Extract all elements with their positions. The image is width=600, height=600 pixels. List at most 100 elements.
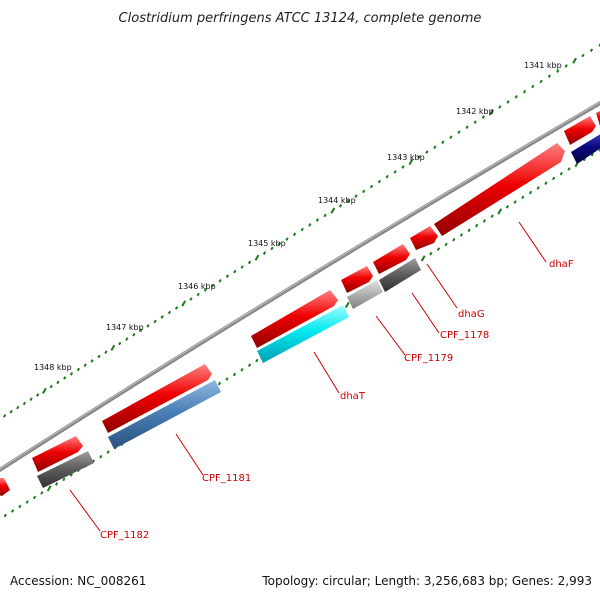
minor-tick <box>32 495 37 500</box>
cds-feature[interactable] <box>32 436 83 472</box>
minor-tick <box>62 477 66 482</box>
minor-tick <box>132 332 136 337</box>
minor-tick <box>589 48 594 52</box>
minor-tick <box>475 223 479 228</box>
minor-tick <box>9 409 13 414</box>
minor-tick <box>153 319 157 324</box>
genome-backbone-highlight <box>0 101 600 470</box>
accession-text: Accession: NC_008261 <box>10 574 147 588</box>
minor-tick <box>69 372 74 376</box>
cds-feature[interactable] <box>596 109 600 126</box>
minor-tick <box>218 279 222 283</box>
cds-feature[interactable] <box>341 266 373 293</box>
minor-tick <box>104 350 108 354</box>
gene-label-dhaG[interactable]: dhaG <box>458 309 485 320</box>
cds-feature[interactable] <box>434 143 565 236</box>
gene-box-cpf1178[interactable] <box>379 258 421 292</box>
minor-tick <box>556 69 560 73</box>
gene-label-dhaT[interactable]: dhaT <box>340 391 366 402</box>
cds-feature[interactable] <box>0 478 10 496</box>
minor-tick <box>18 504 22 509</box>
minor-tick <box>255 358 259 363</box>
minor-tick <box>217 381 222 386</box>
major-tick <box>408 158 414 166</box>
gene-label-cpf1181[interactable]: CPF_1181 <box>202 473 251 484</box>
outer-scale-ticks <box>2 43 600 418</box>
minor-tick <box>473 120 477 124</box>
minor-tick <box>551 176 556 181</box>
minor-tick <box>506 100 510 104</box>
minor-tick <box>581 53 585 58</box>
gene-box-dhaT[interactable] <box>257 305 349 363</box>
genome-backbone <box>0 100 600 473</box>
minor-tick <box>225 377 229 381</box>
minor-tick <box>203 288 208 292</box>
minor-tick <box>449 135 453 139</box>
gene-box-cpf1179[interactable] <box>347 280 383 309</box>
minor-tick <box>465 125 469 129</box>
minor-tick <box>490 214 494 218</box>
minor-tick <box>10 509 15 513</box>
minor-tick <box>247 260 252 265</box>
minor-tick <box>385 174 389 179</box>
cds-feature[interactable] <box>251 290 338 348</box>
minor-tick <box>160 315 164 319</box>
minor-tick <box>211 283 215 288</box>
minor-tick <box>598 43 600 47</box>
minor-tick <box>2 414 7 418</box>
tick-label: 1347 kbp <box>106 323 144 332</box>
minor-tick <box>505 205 510 209</box>
minor-tick <box>338 204 343 208</box>
minor-tick <box>323 213 327 218</box>
minor-tick <box>106 450 110 454</box>
minor-tick <box>40 491 44 495</box>
cds-feature[interactable] <box>373 244 410 274</box>
cds-feature[interactable] <box>410 226 438 250</box>
minor-tick <box>292 232 297 237</box>
minor-tick <box>522 89 527 94</box>
minor-tick <box>425 150 429 154</box>
minor-tick <box>514 95 518 99</box>
minor-tick <box>25 500 29 504</box>
gene-label-cpf1178[interactable]: CPF_1178 <box>440 330 489 341</box>
minor-tick <box>544 181 548 185</box>
minor-tick <box>76 367 81 372</box>
cds-feature[interactable] <box>102 364 212 433</box>
tick-label: 1345 kbp <box>248 239 286 248</box>
gene-label-dhaF[interactable]: dhaF <box>549 259 574 270</box>
gene-labels: dhaF dhaG CPF_1178 CPF_1179 dhaT CPF_118… <box>100 259 574 541</box>
gene-label-cpf1179[interactable]: CPF_1179 <box>404 353 453 364</box>
minor-tick <box>564 64 568 68</box>
tick-labels: 1341 kbp 1342 kbp 1343 kbp 1344 kbp 1345… <box>34 61 562 372</box>
tick-label: 1346 kbp <box>178 282 216 291</box>
minor-tick <box>16 405 20 410</box>
gene-box-cpf1181[interactable] <box>108 380 221 449</box>
major-tick <box>497 208 503 215</box>
major-tick <box>330 207 336 214</box>
minor-tick <box>308 223 312 227</box>
minor-tick <box>90 359 94 363</box>
minor-tick <box>189 297 193 301</box>
gene-box-cpf1182[interactable] <box>37 451 94 488</box>
minor-tick <box>277 242 282 246</box>
minor-tick <box>482 219 487 223</box>
minor-tick <box>270 246 274 251</box>
major-tick <box>420 255 426 262</box>
minor-tick <box>539 79 543 84</box>
minor-tick <box>436 247 441 251</box>
minor-tick <box>300 227 304 232</box>
tick-label: 1344 kbp <box>318 196 356 205</box>
gene-label-cpf1182[interactable]: CPF_1182 <box>100 530 149 541</box>
minor-tick <box>457 130 461 134</box>
minor-tick <box>354 194 358 198</box>
minor-tick <box>547 74 552 78</box>
minor-tick <box>225 274 230 278</box>
minor-tick <box>3 513 7 518</box>
cds-feature[interactable] <box>564 116 596 145</box>
minor-tick <box>429 251 433 256</box>
gene-box-navy[interactable] <box>571 132 600 164</box>
minor-tick <box>146 324 150 328</box>
minor-tick <box>521 195 525 200</box>
label-leader-lines <box>69 221 547 532</box>
